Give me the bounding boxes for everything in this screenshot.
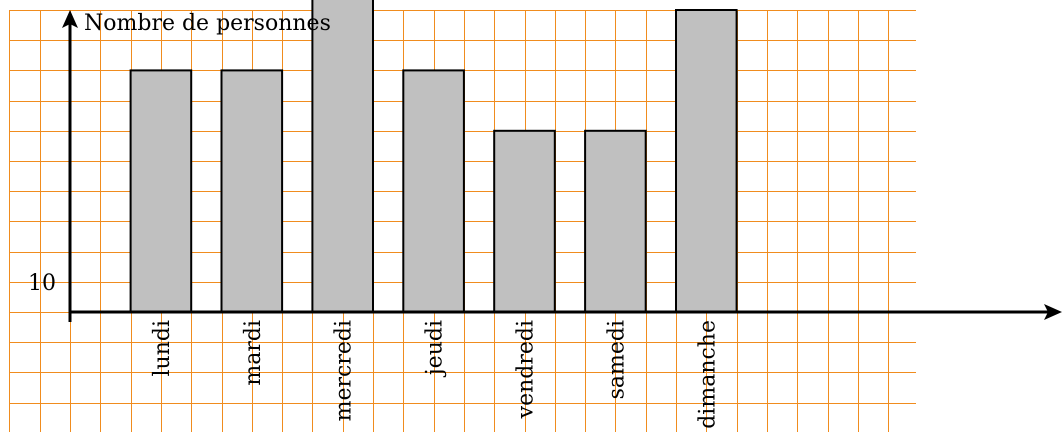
bars (131, 0, 737, 312)
bar-samedi (585, 131, 646, 312)
axes (62, 10, 1062, 322)
x-tick-label-mercredi: mercredi (332, 320, 357, 421)
bar-jeudi (403, 70, 464, 312)
bar-mardi (222, 70, 283, 312)
bar-mercredi (312, 0, 373, 312)
x-tick-labels: lundi mardi mercredi jeudi vendredi samedi dim… (150, 320, 720, 429)
x-tick-label-lundi: lundi (150, 320, 175, 377)
x-tick-label-samedi: samedi (604, 320, 629, 399)
x-tick-label-vendredi: vendredi (514, 320, 539, 419)
bar-vendredi (494, 131, 555, 312)
x-tick-label-mardi: mardi (241, 320, 266, 386)
bar-lundi (131, 70, 192, 312)
x-tick-label-dimanche: dimanche (695, 320, 720, 429)
x-tick-label-jeudi: jeudi (423, 320, 448, 378)
y-axis-label: Nombre de personnes (84, 11, 331, 36)
y-tick-label: 10 (28, 271, 56, 296)
bar-dimanche (676, 10, 737, 312)
